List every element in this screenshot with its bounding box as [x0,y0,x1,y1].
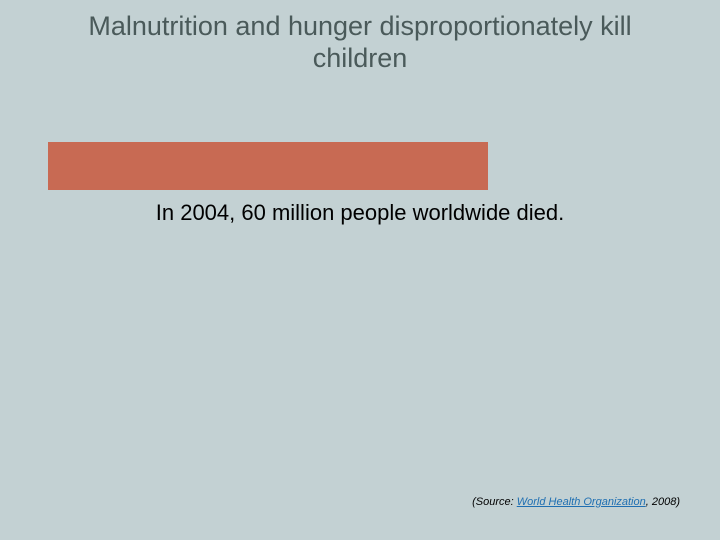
accent-bar [48,142,488,190]
source-suffix: , 2008) [646,496,680,508]
source-link[interactable]: World Health Organization [517,496,646,508]
slide: Malnutrition and hunger disproportionate… [0,0,720,540]
slide-title: Malnutrition and hunger disproportionate… [0,10,720,75]
body-text: In 2004, 60 million people worldwide die… [0,200,720,226]
source-citation: (Source: World Health Organization, 2008… [472,496,680,508]
source-prefix: (Source: [472,496,517,508]
